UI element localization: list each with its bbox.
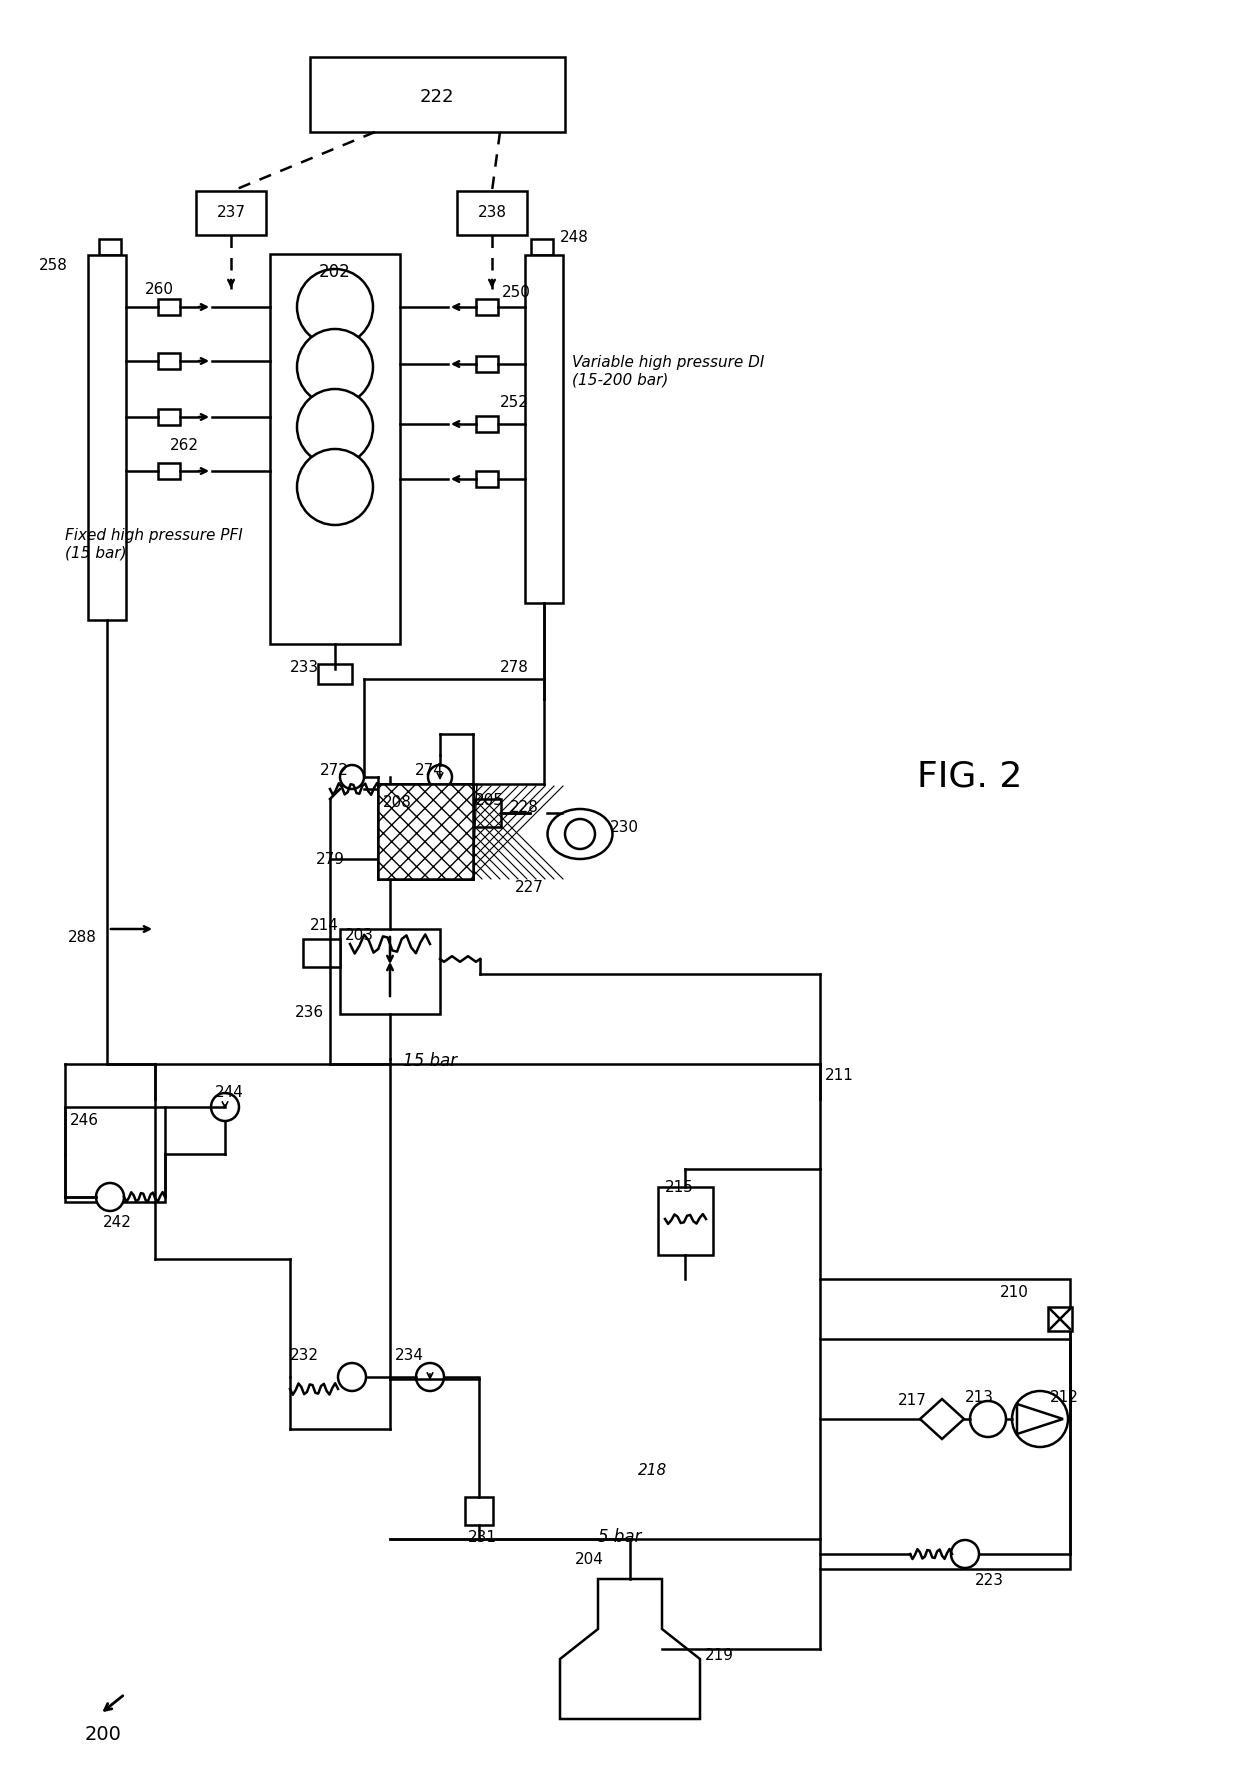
Bar	[157, 299, 180, 315]
Bar	[458, 192, 527, 235]
Bar	[476, 299, 498, 315]
Bar	[157, 463, 180, 479]
Text: 213: 213	[965, 1390, 994, 1404]
Bar	[378, 784, 472, 880]
Bar	[820, 1279, 1070, 1570]
Text: 15 bar: 15 bar	[403, 1051, 458, 1069]
Bar	[157, 410, 180, 426]
Bar	[658, 1187, 713, 1255]
Bar	[340, 930, 440, 1014]
Text: 246: 246	[69, 1112, 99, 1128]
Text: Variable high pressure DI
(15-200 bar): Variable high pressure DI (15-200 bar)	[572, 355, 764, 387]
Bar	[196, 192, 267, 235]
Bar	[531, 241, 553, 257]
Bar	[270, 255, 401, 645]
Circle shape	[970, 1401, 1006, 1438]
Text: 248: 248	[560, 230, 589, 244]
Text: 262: 262	[170, 438, 198, 453]
Circle shape	[211, 1094, 239, 1121]
Bar	[378, 784, 472, 880]
Text: 217: 217	[898, 1392, 926, 1408]
Text: 219: 219	[706, 1647, 734, 1663]
Text: 228: 228	[510, 800, 539, 814]
Text: 231: 231	[467, 1529, 497, 1545]
Text: 279: 279	[316, 852, 345, 866]
Text: 211: 211	[825, 1067, 854, 1082]
Text: 233: 233	[290, 659, 319, 675]
Circle shape	[298, 330, 373, 406]
Text: 288: 288	[68, 930, 97, 944]
Text: 250: 250	[502, 285, 531, 299]
Bar	[303, 939, 340, 968]
Text: 236: 236	[295, 1005, 324, 1019]
Text: 230: 230	[610, 820, 639, 834]
Bar	[310, 59, 565, 134]
Text: 238: 238	[477, 205, 506, 219]
Bar	[476, 417, 498, 433]
Text: 272: 272	[320, 763, 348, 777]
Text: 200: 200	[86, 1723, 122, 1743]
Circle shape	[298, 390, 373, 465]
Bar	[378, 784, 472, 880]
Text: 223: 223	[975, 1572, 1004, 1588]
Bar	[476, 356, 498, 372]
Bar	[317, 665, 352, 684]
Bar	[157, 355, 180, 371]
Text: 237: 237	[217, 205, 246, 219]
Bar	[465, 1497, 494, 1525]
Text: 204: 204	[575, 1550, 604, 1566]
Text: 214: 214	[310, 918, 339, 932]
Text: 210: 210	[999, 1285, 1029, 1299]
Bar	[525, 257, 563, 604]
Bar	[99, 241, 122, 257]
Text: 205: 205	[475, 793, 503, 807]
Text: 278: 278	[500, 659, 529, 675]
Text: 242: 242	[103, 1214, 131, 1230]
Circle shape	[95, 1183, 124, 1212]
Circle shape	[428, 766, 453, 789]
Bar	[476, 472, 498, 488]
Text: 252: 252	[500, 396, 529, 410]
Circle shape	[565, 820, 595, 850]
Text: 258: 258	[40, 258, 68, 273]
Text: 218: 218	[639, 1463, 667, 1477]
Text: Fixed high pressure PFI
(15 bar): Fixed high pressure PFI (15 bar)	[64, 527, 243, 560]
Text: 215: 215	[665, 1180, 694, 1194]
Circle shape	[298, 449, 373, 526]
Bar	[472, 800, 501, 827]
Text: 227: 227	[515, 880, 544, 895]
Bar	[1048, 1308, 1073, 1331]
Text: 208: 208	[383, 795, 412, 809]
Text: 203: 203	[345, 927, 374, 943]
Text: 274: 274	[415, 763, 444, 777]
Text: 260: 260	[145, 282, 174, 298]
Text: 212: 212	[1050, 1390, 1079, 1404]
Circle shape	[340, 766, 365, 789]
Text: 202: 202	[319, 264, 351, 282]
Text: 234: 234	[396, 1347, 424, 1361]
Bar	[88, 257, 126, 620]
Text: 222: 222	[420, 87, 454, 105]
Text: 244: 244	[215, 1085, 244, 1099]
Bar	[64, 1107, 165, 1203]
Circle shape	[951, 1540, 980, 1568]
Circle shape	[415, 1363, 444, 1392]
Text: 5 bar: 5 bar	[598, 1527, 642, 1545]
Text: FIG. 2: FIG. 2	[918, 759, 1023, 793]
Circle shape	[298, 269, 373, 346]
Text: 232: 232	[290, 1347, 319, 1361]
Circle shape	[1012, 1392, 1068, 1447]
Circle shape	[339, 1363, 366, 1392]
